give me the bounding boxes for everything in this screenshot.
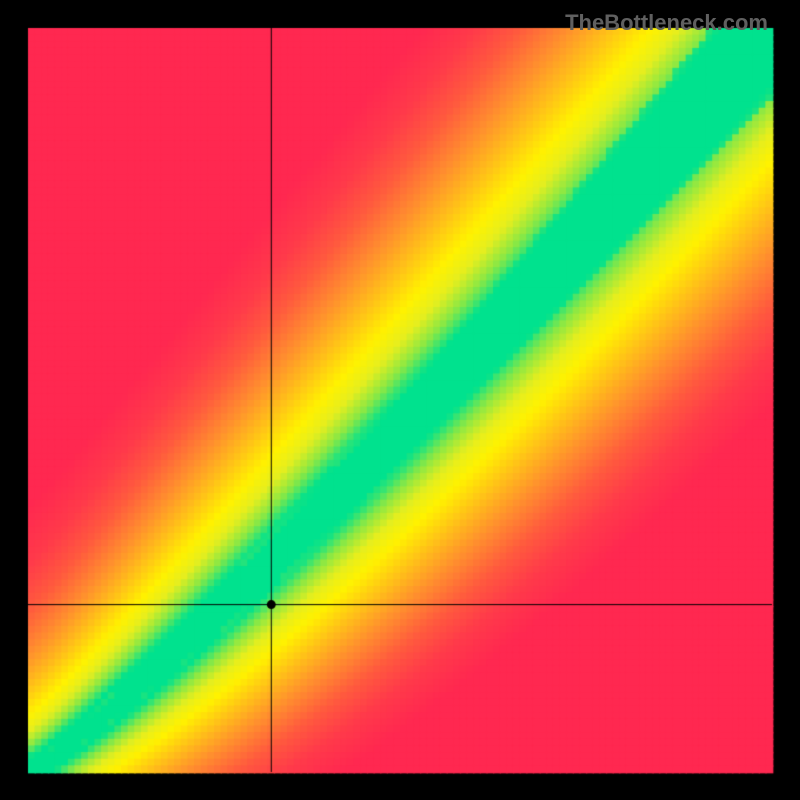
watermark-text: TheBottleneck.com [565,10,768,36]
chart-container: TheBottleneck.com [0,0,800,800]
bottleneck-heatmap [0,0,800,800]
